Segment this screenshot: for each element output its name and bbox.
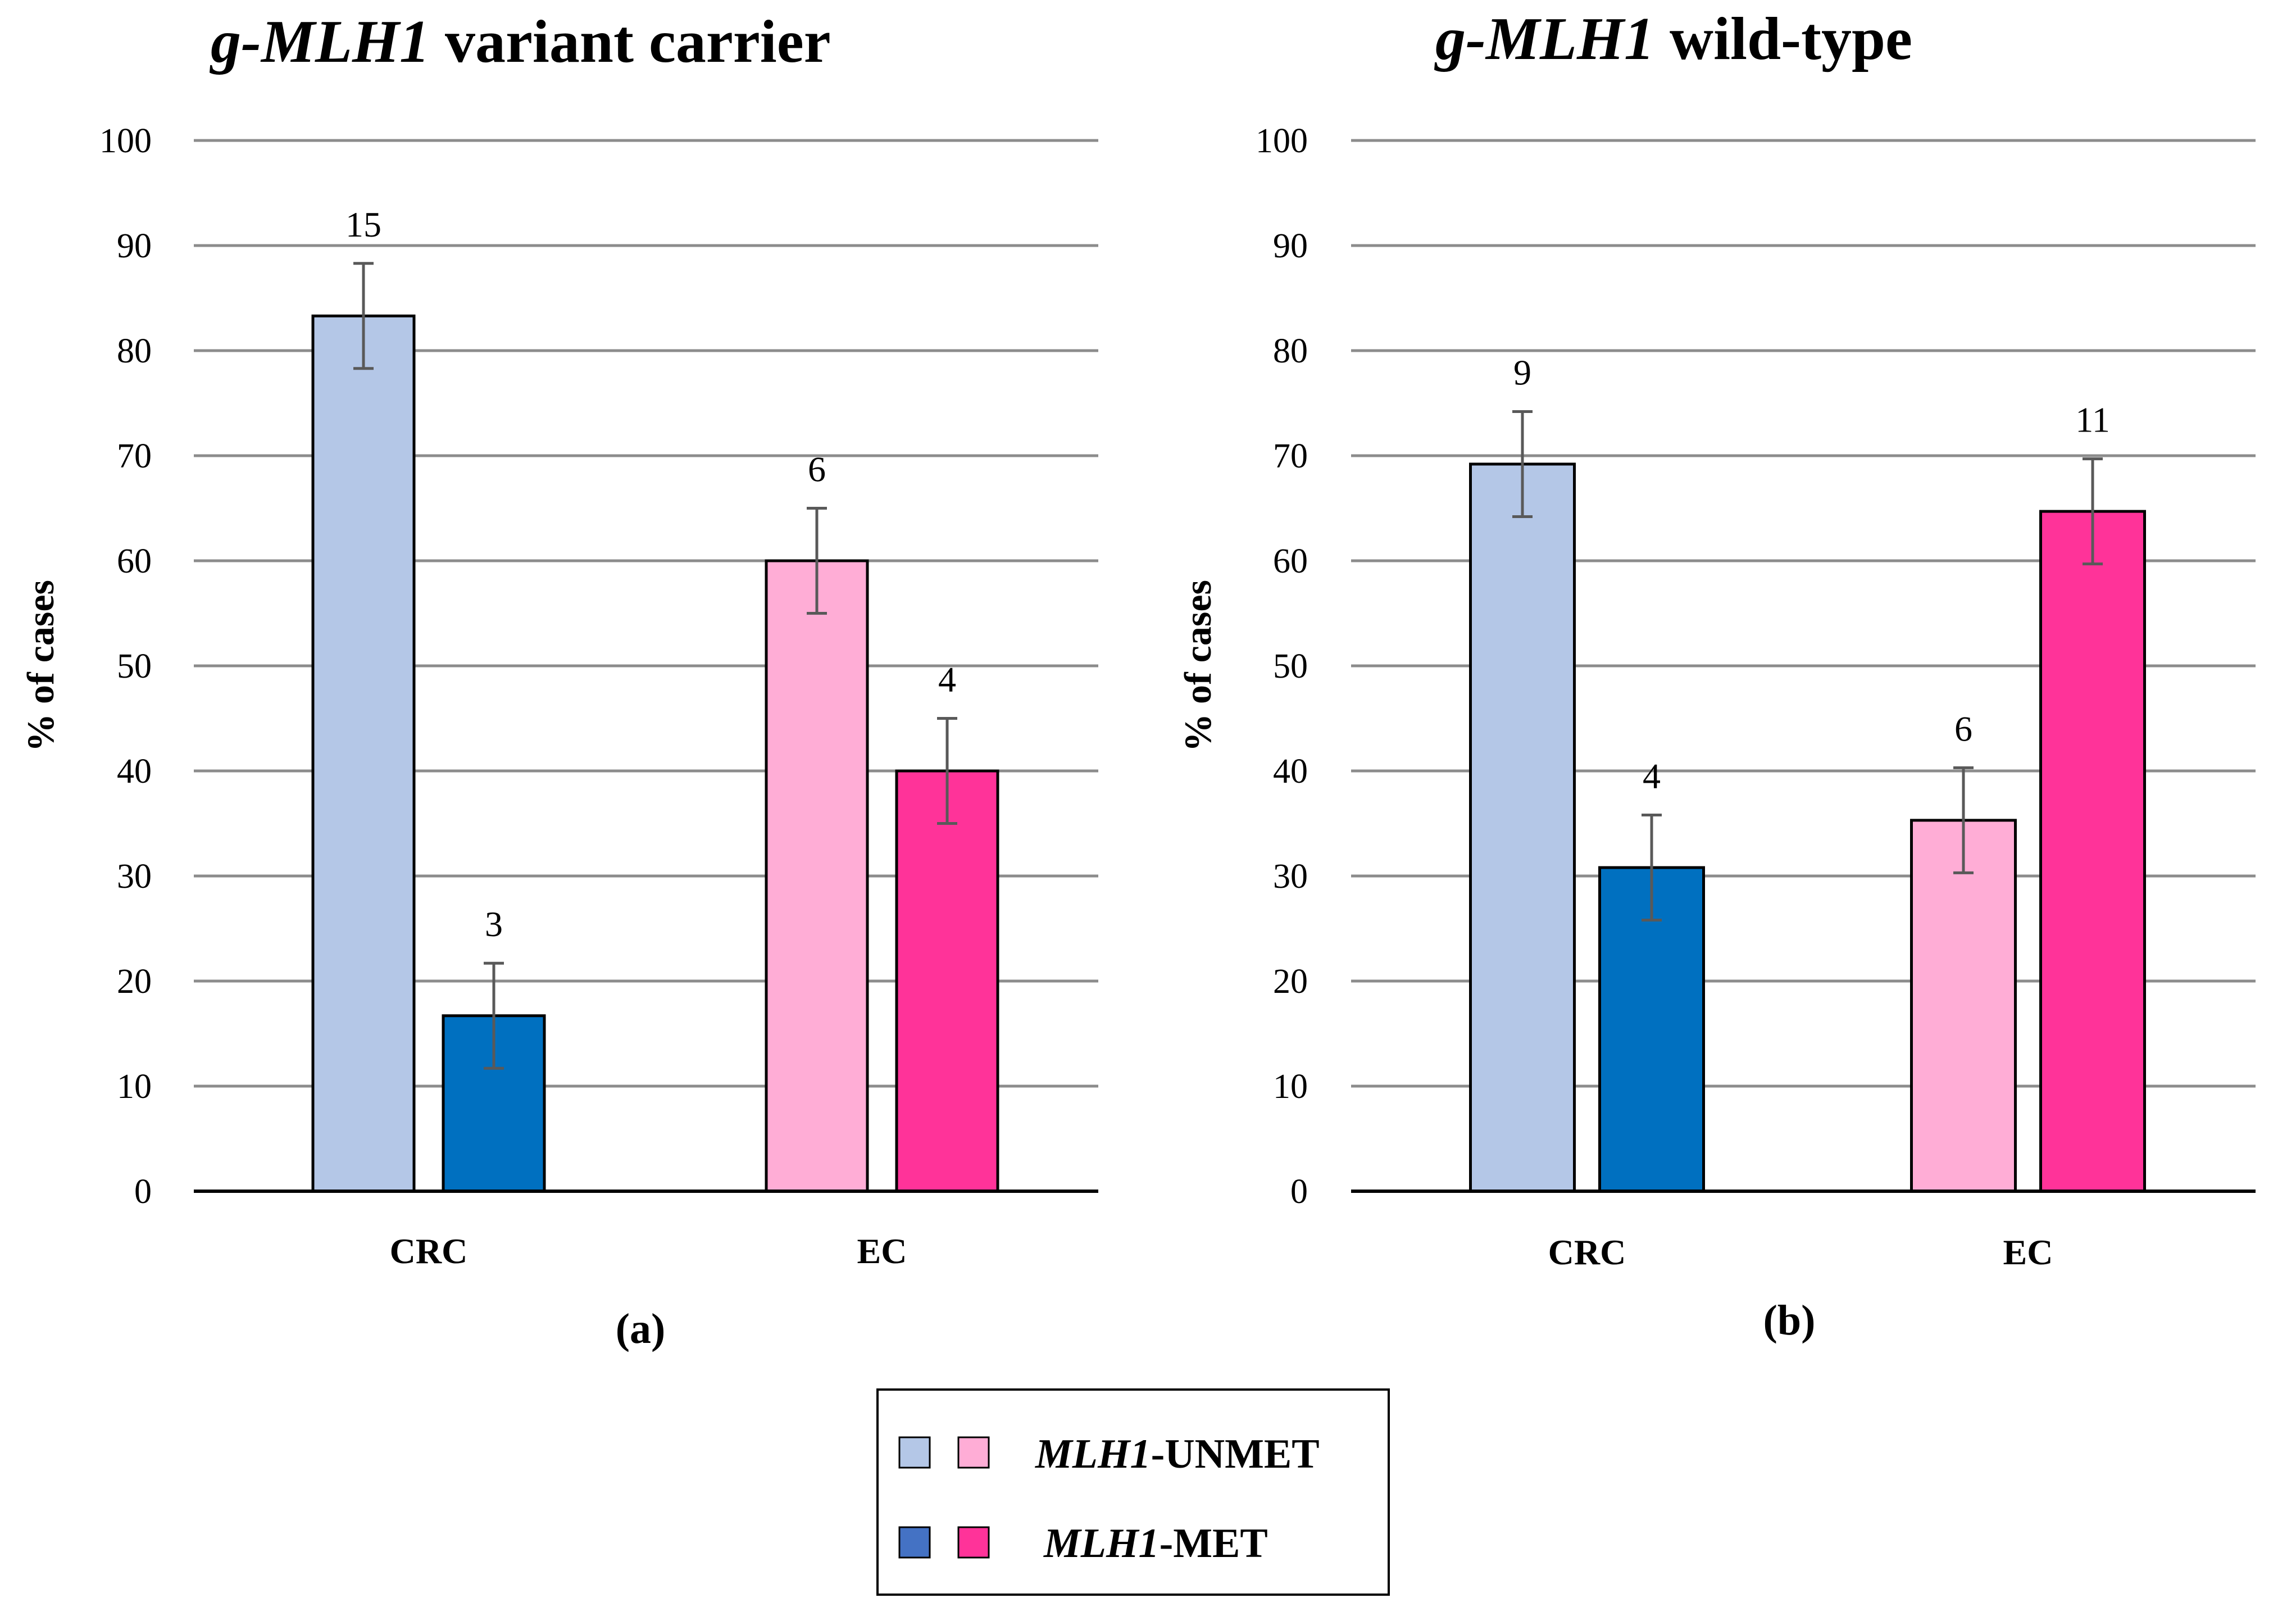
y-tick-label: 80 <box>1273 332 1308 370</box>
legend-label-met-rest: -MET <box>1160 1520 1268 1567</box>
y-tick-label: 90 <box>1273 227 1308 265</box>
panel-a: g-MLH1 variant carrier 0 10 20 30 40 50 60 70 80 9… <box>19 8 1098 1352</box>
bar <box>311 314 416 1193</box>
chart-title: g-MLH1 variant carrier <box>210 8 831 75</box>
legend-label-unmet-rest: -UNMET <box>1151 1431 1320 1477</box>
panel-label: (a) <box>616 1305 666 1352</box>
data-label: 4 <box>938 660 956 700</box>
y-axis-title: % of cases <box>1176 580 1219 752</box>
y-axis-title: % of cases <box>19 580 62 752</box>
x-category-label: EC <box>857 1231 907 1271</box>
x-category-label: CRC <box>390 1231 468 1271</box>
chart-title-rest: variant carrier <box>430 8 831 75</box>
y-tick-label: 30 <box>117 857 152 896</box>
bar <box>895 769 999 1193</box>
data-label: 6 <box>1954 709 1972 748</box>
y-tick-label: 60 <box>117 542 152 580</box>
y-tick-label: 20 <box>117 963 152 1001</box>
data-label: 15 <box>345 205 381 244</box>
y-tick-label: 40 <box>117 752 152 791</box>
y-tick-label: 30 <box>1273 857 1308 896</box>
chart-title-italic: g-MLH1 <box>210 8 430 75</box>
panel-label: (b) <box>1763 1297 1816 1344</box>
chart-title-rest: wild-type <box>1654 6 1912 72</box>
bar <box>1469 462 1576 1193</box>
bar <box>1910 819 2017 1193</box>
bar <box>2039 510 2146 1193</box>
legend: MLH1-UNMET MLH1-MET <box>876 1388 1390 1596</box>
y-tick-label: 0 <box>1290 1173 1308 1211</box>
legend-label-unmet-italic: MLH1 <box>1035 1431 1151 1477</box>
legend-swatch-ec-unmet <box>957 1436 990 1469</box>
chart-title-italic: g-MLH1 <box>1434 6 1654 72</box>
legend-label-unmet: MLH1-UNMET <box>1035 1431 1320 1477</box>
y-tick-label: 60 <box>1273 542 1308 580</box>
y-tick-label: 50 <box>117 647 152 686</box>
y-tick-label: 50 <box>1273 647 1308 686</box>
chart-title: g-MLH1 wild-type <box>1434 6 1912 72</box>
y-tick-label: 10 <box>1273 1068 1308 1106</box>
y-tick-label: 10 <box>117 1068 152 1106</box>
y-tick-label: 70 <box>117 437 152 475</box>
data-label: 4 <box>1643 756 1661 796</box>
y-tick-label: 20 <box>1273 963 1308 1001</box>
x-category-label: CRC <box>1548 1232 1626 1272</box>
data-label: 3 <box>485 904 503 944</box>
legend-swatch-crc-met <box>898 1526 931 1559</box>
y-tick-label: 40 <box>1273 752 1308 791</box>
x-category-label: EC <box>2003 1232 2053 1272</box>
bar <box>442 1014 546 1193</box>
data-label: 9 <box>1513 352 1531 392</box>
panel-b: g-MLH1 wild-type 0 10 20 30 40 50 60 70 80 90 100 % … <box>1176 6 2256 1344</box>
y-tick-label: 0 <box>134 1173 152 1211</box>
legend-swatch-ec-met <box>957 1526 990 1559</box>
legend-swatch-crc-unmet <box>898 1436 931 1469</box>
y-tick-label: 90 <box>117 227 152 265</box>
y-tick-label: 100 <box>1256 122 1308 160</box>
legend-label-met-italic: MLH1 <box>1043 1520 1160 1567</box>
bar <box>765 559 869 1193</box>
y-tick-label: 80 <box>117 332 152 370</box>
data-label: 6 <box>808 450 826 489</box>
y-tick-label: 100 <box>99 122 152 160</box>
data-label: 11 <box>2075 400 2110 440</box>
legend-box <box>876 1388 1390 1596</box>
y-tick-label: 70 <box>1273 437 1308 475</box>
legend-label-met: MLH1-MET <box>1043 1520 1268 1567</box>
